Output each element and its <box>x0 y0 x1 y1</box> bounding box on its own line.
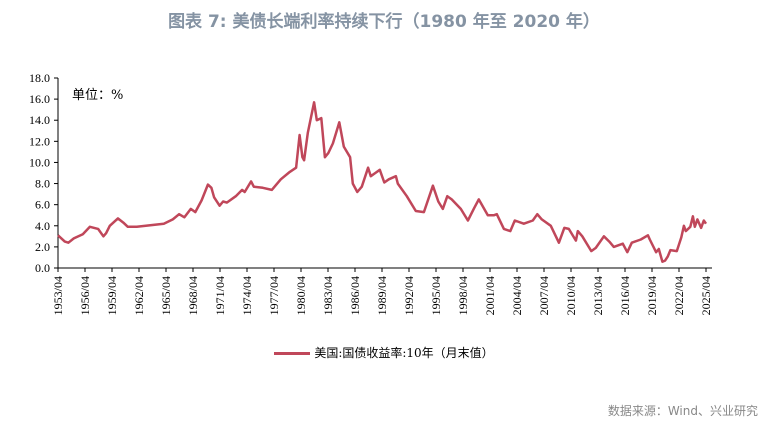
x-tick-label: 1965/04 <box>159 276 173 315</box>
y-tick-label: 18.0 <box>29 71 50 85</box>
x-tick-label: 2001/04 <box>483 276 497 315</box>
x-tick-label: 1953/04 <box>51 276 65 315</box>
x-tick-label: 2010/04 <box>564 276 578 315</box>
x-tick-label: 1992/04 <box>402 276 416 315</box>
x-tick-label: 1983/04 <box>321 276 335 315</box>
x-tick-label: 1998/04 <box>456 276 470 315</box>
source-note: 数据来源：Wind、兴业研究 <box>607 404 758 418</box>
y-tick-label: 8.0 <box>35 177 50 191</box>
x-tick-label: 2019/04 <box>645 276 659 315</box>
x-tick-label: 1974/04 <box>240 276 254 315</box>
x-tick-label: 1962/04 <box>132 276 146 315</box>
x-tick-label: 1956/04 <box>78 276 92 315</box>
series-line <box>57 101 708 263</box>
x-tick-label: 2007/04 <box>537 276 551 315</box>
chart-title: 图表 7: 美债长端利率持续下行（1980 年至 2020 年） <box>168 12 600 32</box>
x-tick-label: 2004/04 <box>510 276 524 315</box>
y-tick-label: 2.0 <box>35 240 50 254</box>
y-tick-label: 6.0 <box>35 198 50 212</box>
x-tick-label: 2016/04 <box>618 276 632 315</box>
y-tick-label: 14.0 <box>29 113 50 127</box>
y-tick-label: 10.0 <box>29 155 50 169</box>
x-tick-label: 1989/04 <box>375 276 389 315</box>
x-tick-label: 2025/04 <box>699 276 713 315</box>
y-tick-label: 12.0 <box>29 134 50 148</box>
x-tick-label: 1977/04 <box>267 276 281 315</box>
y-tick-label: 0.0 <box>35 261 50 275</box>
y-tick-label: 16.0 <box>29 92 50 106</box>
x-tick-label: 1971/04 <box>213 276 227 315</box>
legend-label: 美国:国债收益率:10年（月末值） <box>314 346 494 360</box>
unit-label: 单位：% <box>72 88 124 103</box>
x-tick-label: 1968/04 <box>186 276 200 315</box>
x-tick-label: 1980/04 <box>294 276 308 315</box>
x-tick-label: 1995/04 <box>429 276 443 315</box>
y-tick-label: 4.0 <box>35 219 50 233</box>
x-tick-label: 1986/04 <box>348 276 362 315</box>
legend: 美国:国债收益率:10年（月末值） <box>0 344 768 361</box>
x-tick-label: 1959/04 <box>105 276 119 315</box>
x-tick-label: 2013/04 <box>591 276 605 315</box>
legend-swatch <box>274 352 311 355</box>
x-tick-label: 2022/04 <box>672 276 686 315</box>
